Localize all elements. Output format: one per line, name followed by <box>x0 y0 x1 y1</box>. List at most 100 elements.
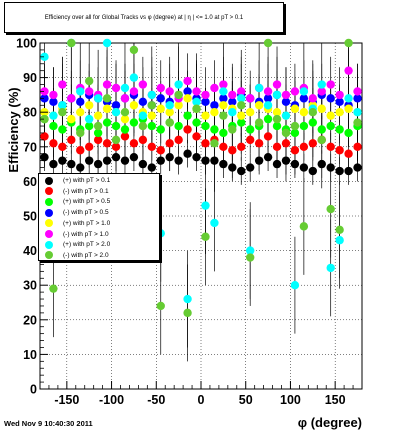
data-point <box>102 139 112 148</box>
data-point <box>263 152 273 162</box>
data-point <box>201 121 210 131</box>
data-point <box>76 97 85 107</box>
data-point <box>344 94 353 103</box>
data-point <box>326 263 335 273</box>
data-point <box>281 156 291 165</box>
y-tick-label: 20 <box>23 313 37 327</box>
data-point <box>84 114 94 124</box>
data-point <box>76 128 85 138</box>
legend-item: (+) with pT > 1.0 <box>39 218 110 229</box>
data-point <box>335 97 344 107</box>
data-point <box>326 163 335 172</box>
data-point <box>49 121 58 131</box>
data-point <box>210 108 219 117</box>
data-point <box>192 104 201 113</box>
data-point <box>183 94 192 103</box>
series-4 <box>40 94 362 124</box>
data-point <box>317 80 326 89</box>
y-tick-label: 80 <box>23 106 37 120</box>
data-point <box>111 83 121 93</box>
data-point <box>228 97 237 107</box>
data-point <box>93 135 103 145</box>
data-point <box>58 108 67 117</box>
data-point <box>201 156 210 165</box>
data-point <box>174 101 183 110</box>
series-7 <box>40 38 362 318</box>
data-point <box>120 94 130 103</box>
legend-item: (-) with pT > 0.1 <box>39 186 109 197</box>
data-point <box>102 38 112 48</box>
data-point <box>192 132 201 141</box>
data-point <box>272 114 282 124</box>
data-point <box>183 308 192 318</box>
data-point <box>156 83 165 93</box>
data-point <box>93 128 103 138</box>
data-point <box>120 108 130 117</box>
data-point <box>76 108 85 117</box>
data-point <box>353 142 362 151</box>
data-point <box>263 132 273 141</box>
data-point <box>174 135 183 145</box>
data-point <box>281 90 291 100</box>
data-point <box>40 114 49 124</box>
data-point <box>58 156 67 165</box>
legend-label: (+) with pT > 1.0 <box>63 219 111 227</box>
data-point <box>344 166 353 176</box>
data-point <box>201 97 210 107</box>
data-point <box>147 121 157 131</box>
data-point <box>263 38 273 48</box>
data-point <box>102 94 112 103</box>
data-point <box>308 118 318 127</box>
data-point <box>102 156 112 165</box>
data-point <box>299 87 309 96</box>
data-point <box>335 146 344 155</box>
data-point <box>344 38 353 48</box>
data-point <box>281 111 291 120</box>
data-point <box>299 222 309 231</box>
legend-marker <box>45 219 53 228</box>
legend-label: (+) with pT > 2.0 <box>63 241 111 249</box>
data-point <box>183 125 192 134</box>
data-point <box>129 139 139 148</box>
data-point <box>40 87 49 96</box>
data-point <box>326 121 335 131</box>
data-point <box>344 66 353 75</box>
data-point <box>335 236 344 245</box>
data-point <box>76 146 85 155</box>
data-point <box>263 114 273 124</box>
data-point <box>76 87 85 96</box>
data-point <box>183 149 192 158</box>
data-point <box>129 152 139 162</box>
data-point <box>263 87 273 96</box>
legend-item: (-) with pT > 2.0 <box>39 250 109 261</box>
data-point <box>219 142 228 151</box>
data-point <box>183 111 192 120</box>
x-tick-label: -50 <box>147 393 165 407</box>
legend-marker <box>45 187 53 196</box>
data-point <box>326 142 335 151</box>
data-point <box>156 301 165 311</box>
data-point <box>219 128 228 138</box>
y-tick-label: 10 <box>23 348 37 362</box>
data-point <box>237 101 246 110</box>
x-tick-label: 100 <box>280 393 301 407</box>
data-point <box>93 159 103 169</box>
data-point <box>76 163 85 172</box>
data-point <box>263 101 273 110</box>
data-point <box>120 114 130 124</box>
data-point <box>237 118 246 127</box>
data-point <box>129 101 139 110</box>
data-point <box>84 156 94 165</box>
data-point <box>326 204 335 214</box>
data-point <box>281 128 291 138</box>
y-tick-label: 90 <box>23 71 37 85</box>
data-point <box>299 121 309 131</box>
x-tick-label: 50 <box>239 393 253 407</box>
legend-item: (+) with pT > 0.1 <box>39 175 110 186</box>
legend-item: (-) with pT > 0.5 <box>39 207 109 218</box>
data-point <box>120 83 130 93</box>
data-point <box>228 90 237 100</box>
data-point <box>49 139 58 148</box>
data-point <box>138 121 148 131</box>
